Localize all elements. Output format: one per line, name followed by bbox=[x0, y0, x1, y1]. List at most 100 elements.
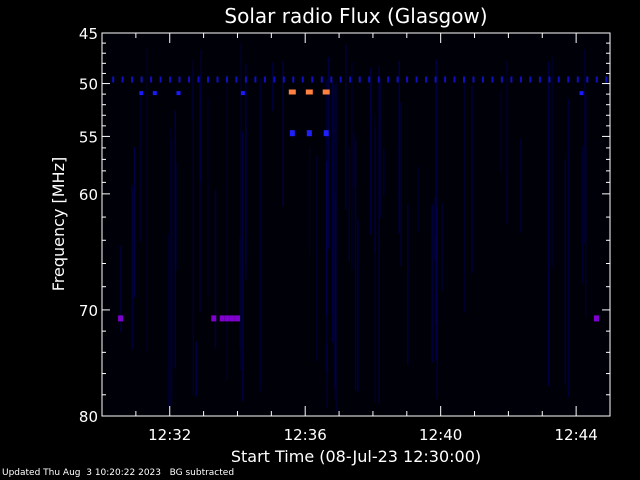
band-dot bbox=[330, 76, 333, 83]
band-dot bbox=[311, 76, 314, 83]
band-dot bbox=[207, 76, 209, 83]
band-dot bbox=[579, 91, 584, 96]
noise-streak bbox=[357, 219, 359, 393]
y-axis: 45 50 55 60 70 80 bbox=[79, 25, 610, 426]
band-dot bbox=[595, 76, 598, 83]
band-dot bbox=[510, 76, 513, 83]
noise-streak bbox=[170, 128, 172, 407]
noise-streak bbox=[195, 341, 197, 397]
noise-streak bbox=[167, 233, 170, 408]
band-dot bbox=[169, 76, 172, 83]
band-dot bbox=[349, 76, 352, 83]
band-dot bbox=[453, 76, 456, 83]
band-dot bbox=[482, 76, 484, 83]
band-dot bbox=[292, 76, 295, 83]
band-dot bbox=[254, 76, 257, 83]
band-dot bbox=[463, 76, 465, 83]
noise-streak bbox=[308, 146, 311, 254]
noise-streak bbox=[174, 111, 176, 369]
noise-streak bbox=[374, 113, 376, 403]
band-dot bbox=[557, 76, 560, 83]
band-dot bbox=[444, 76, 447, 83]
noise-streak bbox=[334, 84, 336, 387]
band-dot bbox=[368, 76, 371, 83]
data-spot bbox=[118, 315, 124, 322]
spectrogram-bands bbox=[112, 43, 608, 412]
data-spot bbox=[219, 315, 225, 322]
noise-streak bbox=[547, 61, 550, 386]
noise-streak bbox=[370, 67, 372, 235]
noise-streak bbox=[191, 69, 194, 121]
noise-streak bbox=[214, 190, 217, 349]
noise-streak bbox=[400, 102, 402, 266]
band-dot bbox=[529, 76, 532, 83]
data-spot bbox=[322, 89, 330, 95]
band-dot bbox=[605, 76, 608, 83]
noise-streak bbox=[354, 139, 357, 390]
band-dot bbox=[139, 91, 144, 96]
band-dot bbox=[415, 76, 418, 83]
band-dot bbox=[263, 76, 266, 83]
noise-streak bbox=[239, 237, 241, 349]
band-dot bbox=[282, 76, 285, 83]
noise-streak bbox=[120, 245, 122, 332]
noise-streak bbox=[431, 204, 433, 363]
band-dot bbox=[216, 76, 219, 83]
y-tick-label: 55 bbox=[79, 128, 98, 146]
band-dot bbox=[140, 76, 143, 83]
noise-streak bbox=[326, 344, 328, 408]
x-tick-label: 12:36 bbox=[284, 426, 327, 444]
band-dot bbox=[586, 76, 589, 83]
band-dot bbox=[150, 76, 153, 83]
data-spot bbox=[306, 130, 312, 137]
band-dot bbox=[152, 91, 157, 96]
band-dot bbox=[339, 76, 342, 83]
x-axis-label: Start Time (08-Jul-23 12:30:00) bbox=[231, 447, 481, 466]
band-dot bbox=[240, 91, 245, 96]
noise-streak bbox=[551, 56, 553, 268]
noise-streak bbox=[207, 98, 209, 297]
data-spot bbox=[235, 315, 240, 322]
footer: Updated Thu Aug 3 10:20:22 2023 BG subtr… bbox=[2, 468, 234, 478]
band-dot bbox=[176, 91, 181, 96]
band-dot bbox=[377, 76, 380, 83]
bg-note: BG subtracted bbox=[169, 468, 235, 478]
band-dot bbox=[396, 76, 399, 83]
noise-streak bbox=[379, 78, 381, 219]
noise-streak bbox=[434, 237, 437, 324]
noise-streak bbox=[348, 146, 350, 262]
noise-streak bbox=[171, 140, 173, 399]
noise-streak bbox=[351, 62, 353, 271]
noise-streak bbox=[133, 146, 136, 298]
noise-streak bbox=[564, 159, 566, 386]
noise-streak bbox=[583, 49, 586, 244]
noise-streak bbox=[383, 148, 385, 196]
noise-streak bbox=[435, 59, 437, 361]
x-tick-label: 12:44 bbox=[555, 426, 598, 444]
band-dot bbox=[112, 76, 115, 83]
data-spot bbox=[229, 315, 235, 322]
noise-streak bbox=[334, 193, 336, 400]
noise-streak bbox=[378, 65, 380, 403]
noise-streak bbox=[417, 166, 419, 233]
band-dot bbox=[472, 76, 475, 83]
x-tick-label: 12:40 bbox=[419, 426, 462, 444]
noise-streak bbox=[315, 155, 318, 361]
data-spot bbox=[211, 315, 217, 322]
noise-streak bbox=[226, 74, 228, 381]
noise-streak bbox=[335, 81, 337, 412]
band-dot bbox=[406, 76, 409, 83]
band-dot bbox=[538, 76, 541, 83]
band-dot bbox=[567, 76, 570, 83]
noise-streak bbox=[471, 85, 473, 274]
noise-streak bbox=[327, 57, 330, 250]
band-dot bbox=[320, 76, 323, 83]
noise-streak bbox=[139, 95, 142, 242]
noise-streak bbox=[519, 139, 522, 233]
noise-streak bbox=[567, 99, 570, 398]
band-dot bbox=[301, 76, 304, 83]
noise-streak bbox=[407, 204, 409, 365]
noise-streak bbox=[398, 60, 400, 234]
noise-streak bbox=[200, 50, 202, 182]
